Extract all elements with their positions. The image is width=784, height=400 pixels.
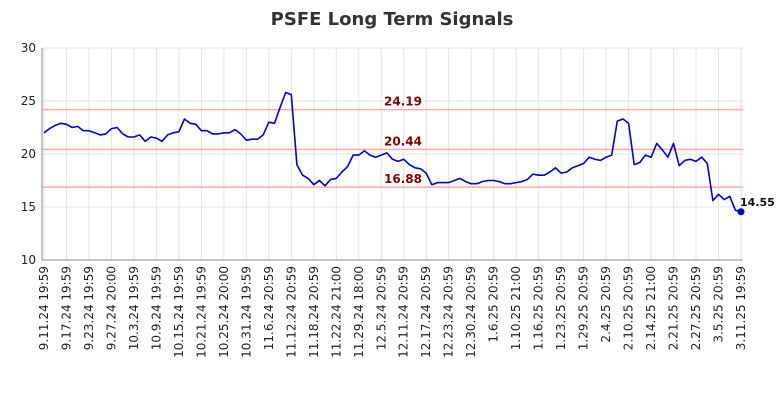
x-tick-label: 11.12.24 20:59 <box>284 266 298 358</box>
x-tick-label: 12.30.24 20:59 <box>464 266 478 358</box>
x-tick-label: 2.14.25 21:00 <box>644 266 658 350</box>
x-tick-label: 12.5.24 20:59 <box>374 266 388 350</box>
x-tick-label: 2.10.25 20:59 <box>622 266 636 350</box>
x-tick-label: 2.27.25 20:59 <box>689 266 703 350</box>
x-tick-label: 11.18.24 20:59 <box>307 266 321 358</box>
x-tick-label: 9.23.24 19:59 <box>82 266 96 350</box>
reference-line-label: 20.44 <box>384 134 422 148</box>
price-series-line <box>43 91 742 213</box>
labels: 24.19 20.44 16.88 14.55 <box>384 95 775 209</box>
x-tick-label: 3.11.25 19:59 <box>734 266 748 350</box>
x-tick-label: 10.15.24 19:59 <box>172 266 186 358</box>
x-tick-label: 11.6.24 20:59 <box>262 266 276 350</box>
x-tick-label: 9.27.24 20:00 <box>104 266 118 350</box>
reference-line-label: 24.19 <box>384 95 422 109</box>
x-tick-label: 11.29.24 18:00 <box>352 266 366 358</box>
y-tick-label: 10 <box>21 253 36 267</box>
x-tick-label: 12.11.24 20:59 <box>397 266 411 358</box>
x-tick-label: 11.22.24 21:00 <box>329 266 343 358</box>
x-tick-label: 10.3.24 19:59 <box>127 266 141 350</box>
x-tick-label: 2.4.25 20:59 <box>599 266 613 343</box>
last-value-label: 14.55 <box>740 196 775 209</box>
y-tick-label: 20 <box>21 147 36 161</box>
x-tick-label: 1.6.25 20:59 <box>487 266 501 343</box>
reference-line-label: 16.88 <box>384 172 422 186</box>
x-tick-label: 2.21.25 20:59 <box>667 266 681 350</box>
y-tick-label: 25 <box>21 94 36 108</box>
series <box>43 91 745 216</box>
x-tick-label: 10.25.24 20:00 <box>217 266 231 358</box>
x-tick-label: 3.5.25 20:59 <box>712 266 726 343</box>
axes: 10 15 20 25 30 9.11.24 19:59 9.17.24 19:59 9.23… <box>21 41 748 358</box>
x-tick-label: 1.29.25 20:59 <box>577 266 591 350</box>
x-tick-label: 10.31.24 19:59 <box>239 266 253 358</box>
x-tick-label: 10.9.24 19:59 <box>149 266 163 350</box>
x-tick-label: 1.10.25 21:00 <box>509 266 523 350</box>
reference-lines <box>42 108 743 188</box>
y-tick-label: 30 <box>21 41 36 55</box>
last-point-marker <box>737 208 745 216</box>
x-tick-label: 1.16.25 20:59 <box>532 266 546 350</box>
grid <box>42 47 743 261</box>
x-tick-label: 10.21.24 19:59 <box>194 266 208 358</box>
y-tick-label: 15 <box>21 200 36 214</box>
chart-title: PSFE Long Term Signals <box>271 9 514 30</box>
x-tick-label: 12.17.24 20:59 <box>419 266 433 358</box>
x-tick-label: 9.17.24 19:59 <box>59 266 73 350</box>
x-tick-label: 9.11.24 19:59 <box>37 266 51 350</box>
x-tick-label: 12.23.24 20:59 <box>442 266 456 358</box>
x-tick-label: 1.23.25 20:59 <box>554 266 568 350</box>
